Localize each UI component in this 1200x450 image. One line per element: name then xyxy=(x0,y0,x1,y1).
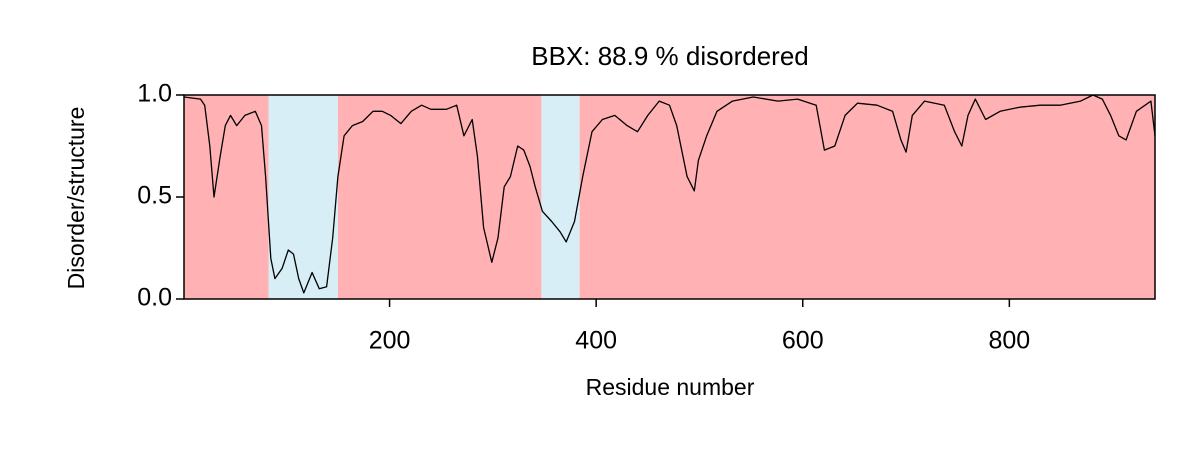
y-tick-label: 0.0 xyxy=(137,284,172,312)
x-tick-label: 400 xyxy=(575,327,617,355)
y-axis-label: Disorder/structure xyxy=(63,107,89,290)
y-tick-label: 0.5 xyxy=(137,182,172,210)
line xyxy=(183,94,1156,294)
region xyxy=(337,95,542,299)
x-axis-label: Residue number xyxy=(586,374,755,400)
region xyxy=(579,95,1155,299)
region xyxy=(268,95,338,299)
region xyxy=(541,95,580,299)
x-tick-label: 200 xyxy=(369,327,411,355)
region xyxy=(184,95,269,299)
x-tick-label: 600 xyxy=(782,327,824,355)
x-tick-label: 800 xyxy=(988,327,1030,355)
y-tick-label: 1.0 xyxy=(137,80,172,108)
chart-title: BBX: 88.9 % disordered xyxy=(531,41,809,71)
